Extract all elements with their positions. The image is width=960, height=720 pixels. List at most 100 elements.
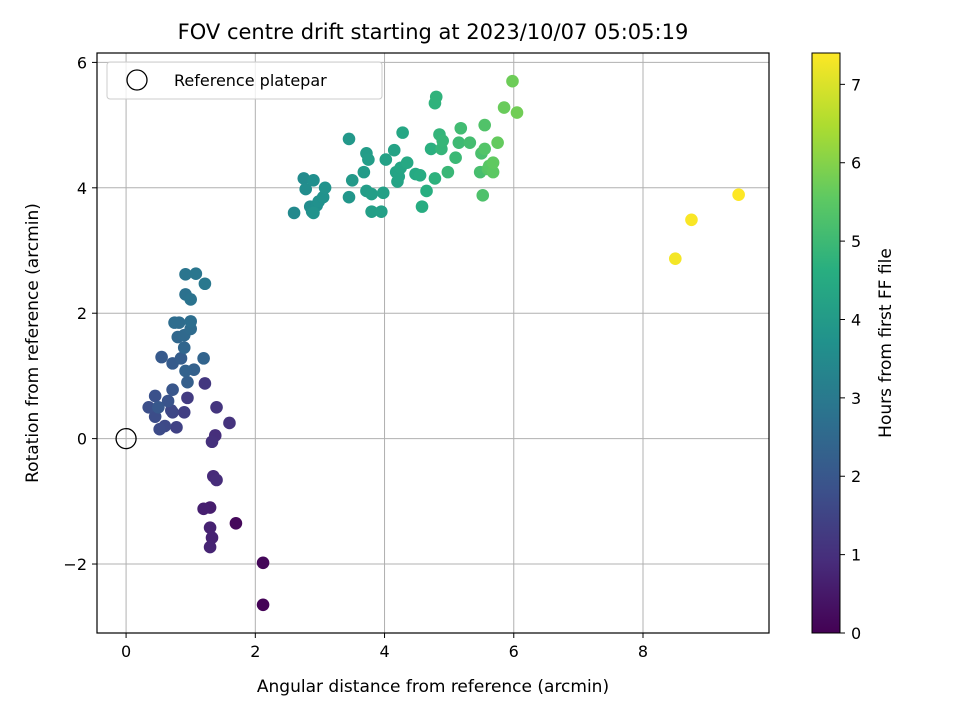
data-point: [203, 540, 217, 554]
data-point: [179, 268, 192, 281]
x-axis-ticks: 0 2 4 6 8: [121, 633, 648, 661]
colorbar-label: Hours from first FF file: [876, 248, 896, 438]
y-axis-ticks: −2 0 2 4 6: [63, 53, 97, 574]
data-point: [510, 106, 524, 119]
plot-frame: [96, 52, 770, 634]
x-axis-label: Angular distance from reference (arcmin): [257, 677, 609, 697]
data-point: [376, 186, 390, 200]
data-point: [441, 165, 455, 179]
data-point: [181, 391, 194, 405]
data-point: [142, 400, 155, 414]
data-point: [256, 556, 270, 570]
data-point: [478, 118, 491, 132]
y-tick-label: 6: [77, 53, 87, 72]
data-point: [424, 142, 438, 156]
data-point: [415, 200, 429, 213]
colorbar-frame: [811, 52, 841, 634]
data-point: [478, 142, 491, 156]
data-point: [318, 181, 332, 195]
data-point: [387, 143, 401, 157]
data-point: [297, 172, 311, 185]
data-point: [170, 421, 183, 434]
data-point: [198, 377, 212, 390]
data-point: [177, 405, 191, 419]
data-point: [229, 516, 243, 530]
data-point: [486, 156, 500, 170]
legend-entry-reference-platepar: Reference platepar: [174, 71, 327, 90]
data-point: [198, 277, 212, 291]
data-point: [197, 352, 210, 365]
data-point: [365, 205, 378, 218]
data-point: [365, 187, 378, 201]
legend: Reference platepar: [106, 61, 383, 100]
data-point: [152, 400, 165, 414]
data-point: [299, 182, 313, 196]
data-point: [476, 189, 490, 202]
data-point: [210, 400, 223, 414]
data-point: [506, 74, 519, 88]
y-axis-label: Rotation from reference (arcmin): [23, 203, 43, 483]
data-point: [449, 151, 462, 165]
colorbar-tick-label: 5: [851, 232, 861, 251]
data-point: [452, 136, 466, 149]
x-tick-label: 4: [379, 642, 389, 661]
data-point: [454, 121, 468, 135]
data-point: [428, 172, 442, 185]
data-point: [210, 473, 223, 487]
y-tick-label: −2: [63, 555, 87, 574]
data-point: [463, 136, 477, 149]
x-tick-label: 0: [121, 642, 131, 661]
data-point: [177, 341, 191, 355]
colorbar-tick-label: 0: [851, 624, 861, 643]
data-point: [420, 184, 433, 198]
reference-platepar-marker: [115, 427, 137, 450]
data-point: [342, 190, 356, 204]
x-tick-label: 6: [509, 642, 519, 661]
legend-box: [106, 61, 383, 100]
data-point: [205, 531, 219, 544]
data-point: [153, 422, 166, 436]
data-point: [685, 213, 698, 227]
legend-marker: [126, 69, 148, 91]
data-point: [362, 153, 375, 166]
data-point: [669, 252, 682, 265]
x-tick-label: 2: [250, 642, 260, 661]
data-point: [174, 352, 188, 365]
data-point: [203, 521, 217, 534]
chart-title: FOV centre drift starting at 2023/10/07 …: [178, 20, 689, 44]
x-tick-label: 8: [638, 642, 648, 661]
data-point: [436, 134, 449, 148]
colorbar: 0 1 2 3 4 5 6 7 Hours from first FF file: [811, 52, 896, 643]
colorbar-ticks: 0 1 2 3 4 5 6 7: [840, 75, 861, 643]
data-point: [400, 156, 414, 170]
data-point: [316, 190, 330, 204]
data-point: [379, 153, 393, 166]
colorbar-tick-label: 3: [851, 389, 861, 408]
data-point: [168, 316, 181, 329]
data-point: [497, 101, 511, 114]
data-point: [375, 205, 388, 218]
data-point: [166, 383, 179, 397]
y-tick-label: 4: [77, 179, 87, 198]
data-point: [287, 206, 301, 220]
data-point: [256, 598, 270, 612]
y-tick-label: 0: [77, 430, 87, 449]
colorbar-tick-label: 7: [851, 75, 861, 94]
data-point: [184, 315, 197, 328]
data-point: [179, 364, 192, 378]
colorbar-tick-label: 2: [851, 467, 861, 486]
data-point: [345, 173, 359, 187]
data-point: [413, 168, 427, 182]
data-point: [148, 389, 162, 403]
data-point: [732, 188, 745, 202]
data-point: [181, 375, 194, 389]
data-point: [491, 136, 504, 149]
data-point: [223, 416, 236, 430]
data-point: [189, 267, 203, 281]
grid-lines: [97, 53, 769, 633]
data-point: [429, 90, 443, 104]
y-tick-label: 2: [77, 304, 87, 323]
colorbar-tick-label: 1: [851, 546, 861, 565]
colorbar-tick-label: 6: [851, 154, 861, 173]
